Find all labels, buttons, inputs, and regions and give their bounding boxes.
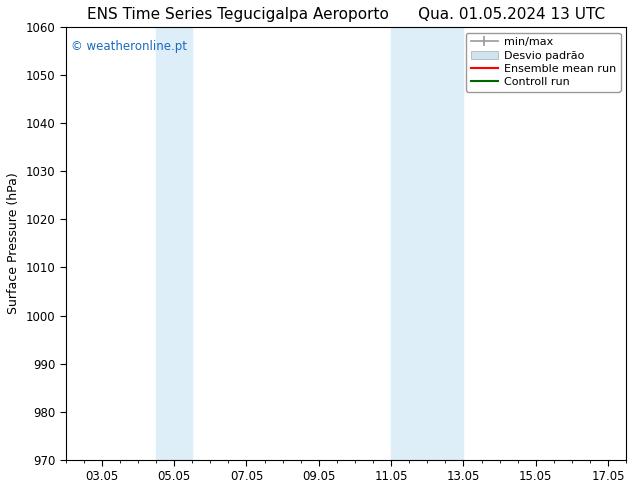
- Title: ENS Time Series Tegucigalpa Aeroporto      Qua. 01.05.2024 13 UTC: ENS Time Series Tegucigalpa Aeroporto Qu…: [87, 7, 605, 22]
- Bar: [156, 27, 192, 460]
- Text: © weatheronline.pt: © weatheronline.pt: [71, 40, 187, 53]
- Y-axis label: Surface Pressure (hPa): Surface Pressure (hPa): [7, 172, 20, 314]
- Bar: [391, 27, 463, 460]
- Legend: min/max, Desvio padrão, Ensemble mean run, Controll run: min/max, Desvio padrão, Ensemble mean ru…: [466, 33, 621, 92]
